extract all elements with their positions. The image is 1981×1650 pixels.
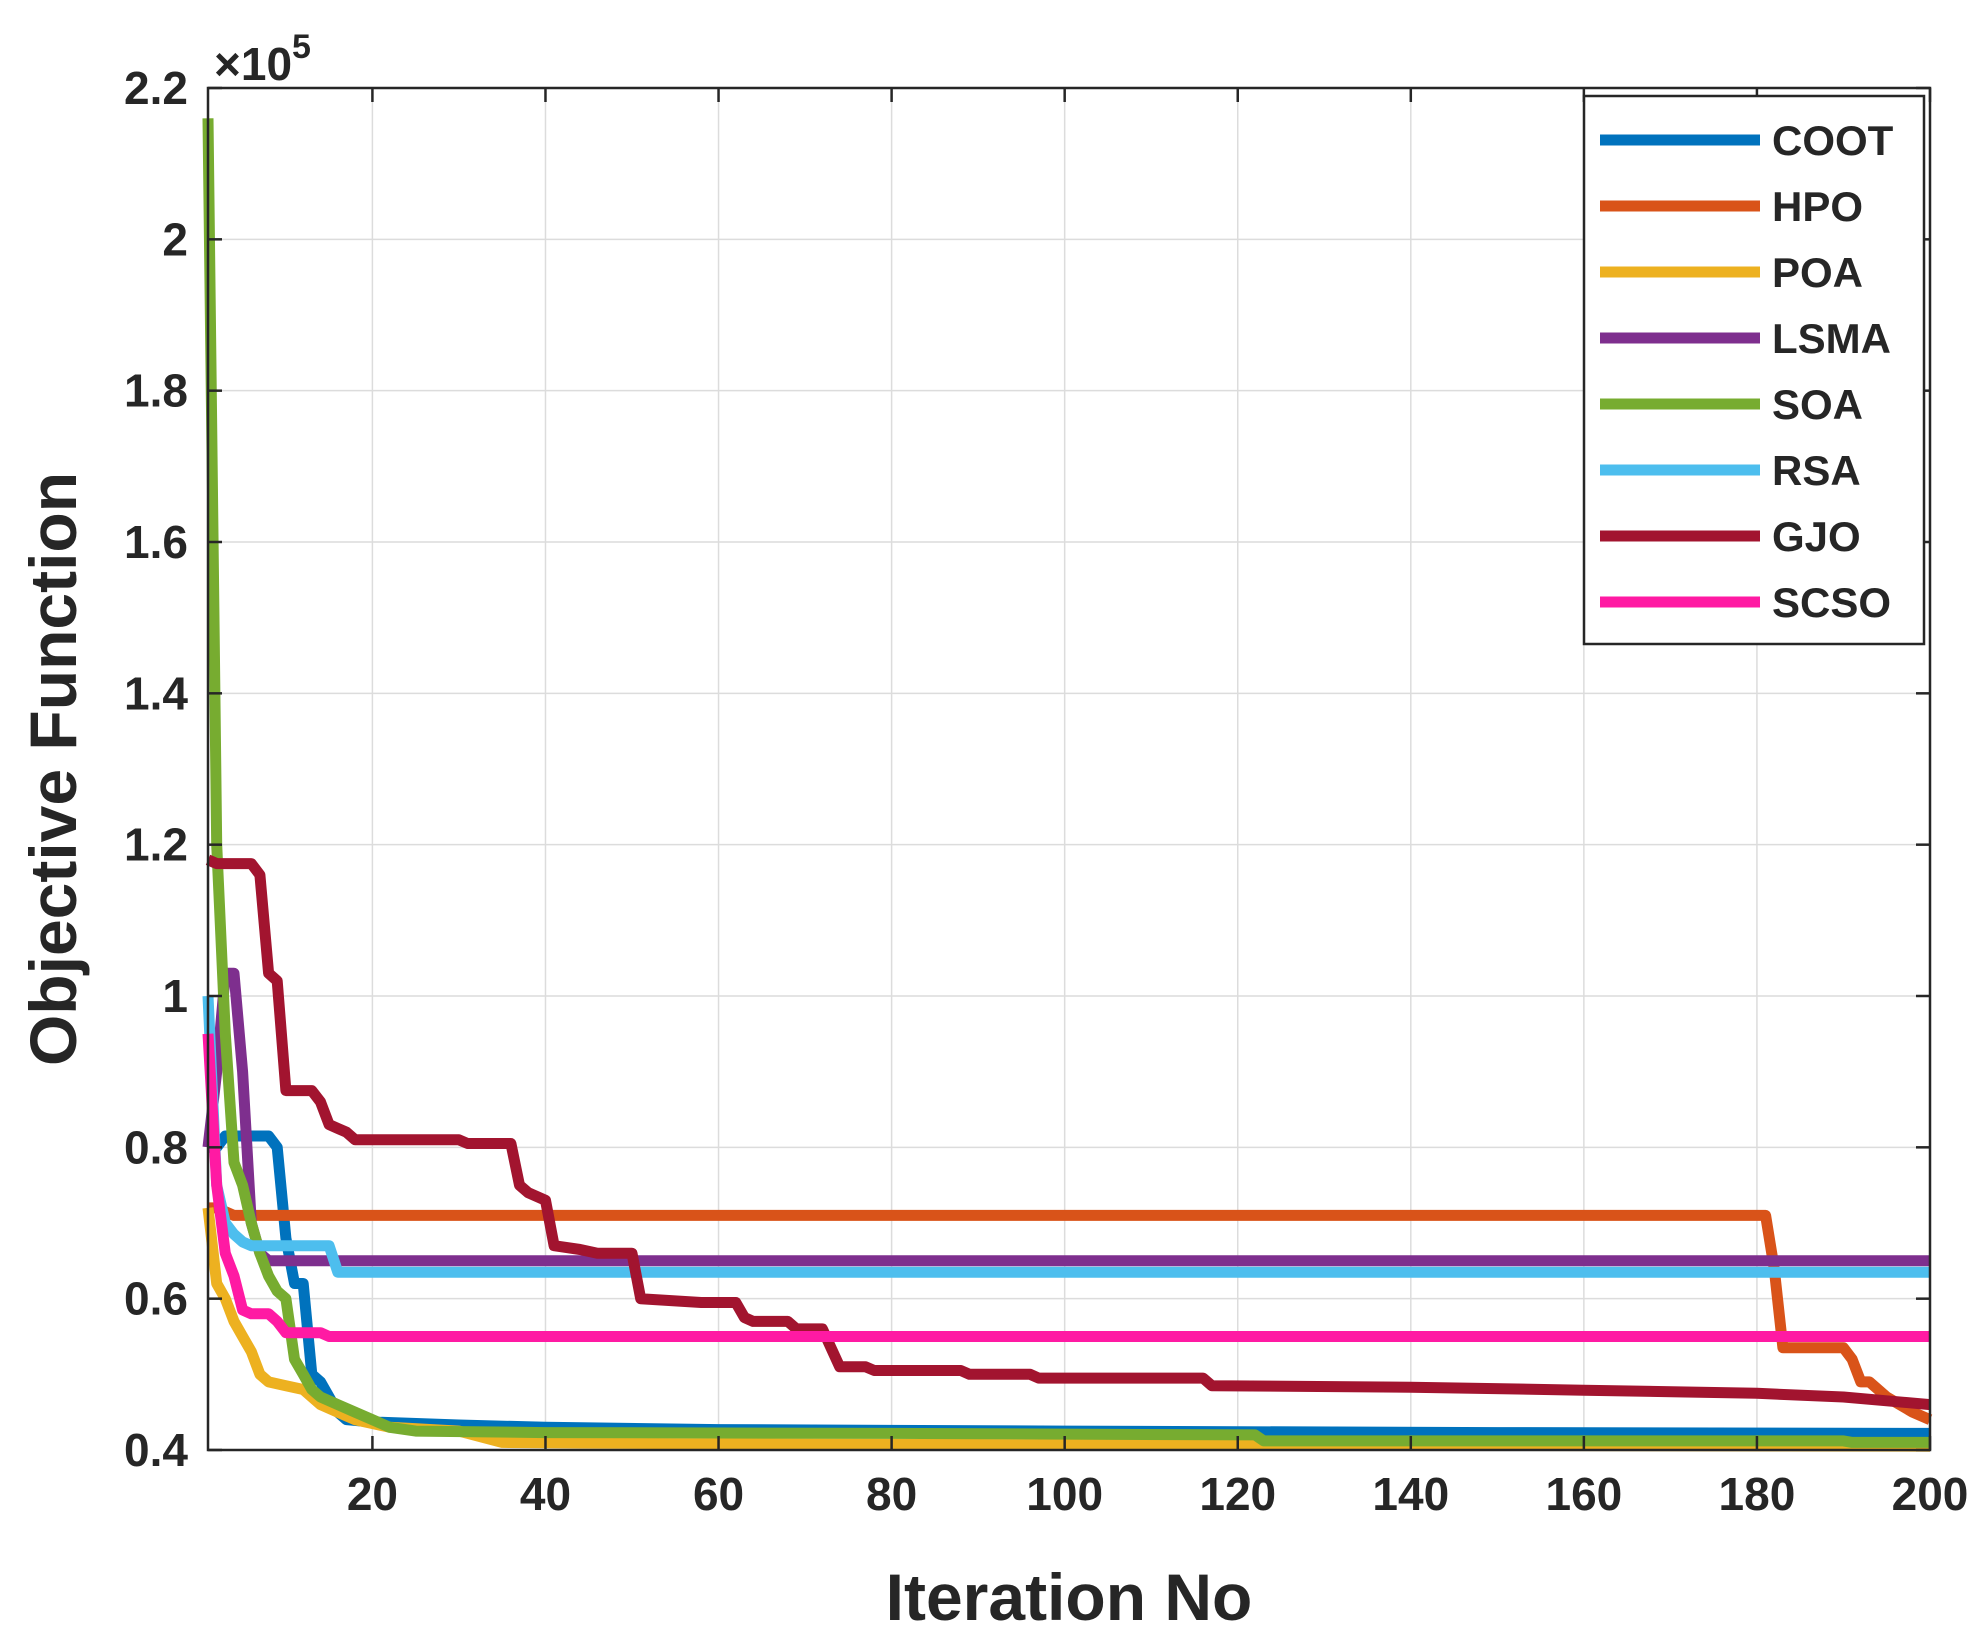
legend-label-gjo: GJO (1772, 513, 1861, 560)
x-tick-label-200: 200 (1892, 1468, 1969, 1520)
y-axis-title: Objective Function (16, 472, 90, 1066)
legend-label-soa: SOA (1772, 381, 1863, 428)
y-tick-label-0.8: 0.8 (124, 1121, 188, 1173)
axis-ticks: 20 40 60 80 100 120 140 160 180 200 0.4 0.6 0.8 1 1.2 1… (124, 62, 1968, 1520)
legend-label-lsma: LSMA (1772, 315, 1891, 362)
series-line-scso (202, 1033, 1930, 1342)
x-tick-label-40: 40 (520, 1468, 571, 1520)
y-tick-label-0.4: 0.4 (124, 1424, 188, 1476)
y-axis-multiplier: ×105 (214, 28, 311, 90)
x-tick-label-20: 20 (347, 1468, 398, 1520)
series-line-gjo (205, 854, 1931, 1411)
x-tick-label-80: 80 (866, 1468, 917, 1520)
series-group (202, 118, 1933, 1452)
x-tick-label-140: 140 (1372, 1468, 1449, 1520)
legend-box (1582, 94, 1926, 646)
legend-label-scso: SCSO (1772, 579, 1891, 626)
legend-item-scso[interactable]: SCSO (1600, 579, 1891, 626)
legend-item-rsa[interactable]: RSA (1600, 447, 1861, 494)
y-axis-multiplier-base: ×10 (214, 38, 292, 90)
y-tick-label-1.6: 1.6 (124, 516, 188, 568)
legend[interactable]: COOT HPO POA LSMA SOA RSA GJO SCSO (1582, 94, 1926, 646)
series-line-poa (202, 1207, 1931, 1452)
y-tick-label-1.4: 1.4 (124, 667, 188, 719)
legend-label-hpo: HPO (1772, 183, 1863, 230)
x-tick-label-100: 100 (1026, 1468, 1103, 1520)
x-tick-label-60: 60 (693, 1468, 744, 1520)
series-line-soa (202, 118, 1930, 1448)
x-tick-label-120: 120 (1199, 1468, 1276, 1520)
legend-item-poa[interactable]: POA (1600, 249, 1863, 296)
y-axis-multiplier-exponent: 5 (292, 28, 311, 66)
legend-label-poa: POA (1772, 249, 1863, 296)
legend-item-hpo[interactable]: HPO (1600, 183, 1863, 230)
legend-item-gjo[interactable]: GJO (1600, 513, 1861, 560)
legend-item-soa[interactable]: SOA (1600, 381, 1863, 428)
y-tick-label-0.6: 0.6 (124, 1273, 188, 1325)
legend-item-coot[interactable]: COOT (1600, 117, 1894, 164)
y-tick-label-2.2: 2.2 (124, 62, 188, 114)
y-tick-label-2: 2 (162, 213, 188, 265)
y-tick-label-1.8: 1.8 (124, 365, 188, 417)
x-axis-title: Iteration No (886, 1560, 1253, 1634)
plot-area-frame (206, 86, 1932, 1452)
y-tick-label-1: 1 (162, 970, 188, 1022)
legend-label-coot: COOT (1772, 117, 1894, 164)
x-tick-label-160: 160 (1545, 1468, 1622, 1520)
legend-label-rsa: RSA (1772, 447, 1861, 494)
x-tick-label-180: 180 (1719, 1468, 1796, 1520)
legend-item-lsma[interactable]: LSMA (1600, 315, 1891, 362)
y-tick-label-1.2: 1.2 (124, 819, 188, 871)
